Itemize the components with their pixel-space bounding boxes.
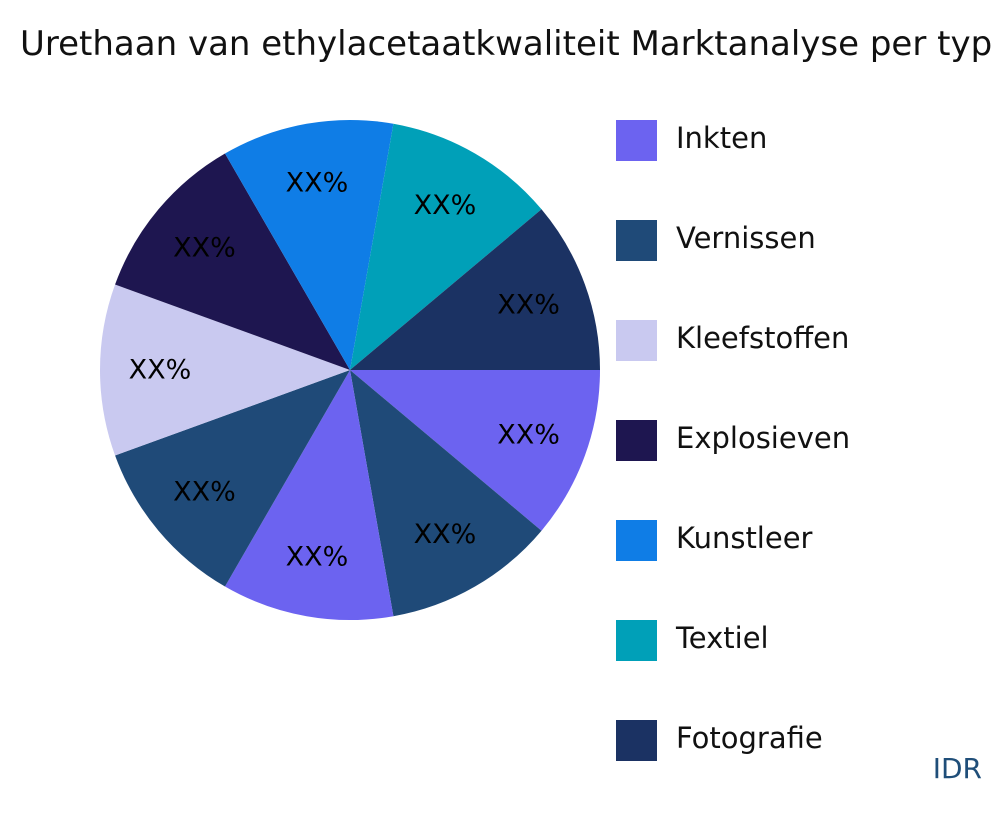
pie-slice-label-2: XX% — [414, 519, 477, 550]
pie-slice-9 — [350, 209, 600, 370]
chart-title: Urethaan van ethylacetaatkwaliteit Markt… — [20, 24, 993, 64]
pie-slice-label-4: XX% — [173, 477, 236, 508]
legend-swatch — [616, 220, 657, 261]
legend-label: Inkten — [676, 121, 768, 155]
pie-slice-7 — [225, 120, 394, 371]
pie-chart: XX% XX% XX% XX% XX% XX% XX% XX% XX% — [99, 120, 600, 621]
watermark-logo: IDR — [932, 752, 982, 785]
legend-swatch — [616, 620, 657, 661]
pie-slice-label-3: XX% — [286, 542, 349, 573]
pie-slice-1 — [350, 370, 600, 531]
legend-swatch — [616, 120, 657, 161]
pie-slice-8 — [350, 123, 542, 370]
pie-slice-2 — [350, 370, 542, 617]
legend-swatch — [616, 420, 657, 461]
pie-slice-5 — [99, 284, 350, 456]
legend-label: Kunstleer — [676, 521, 813, 555]
pie-slice-4 — [115, 370, 350, 587]
pie-slice-label-7: XX% — [286, 167, 349, 198]
pie-slice-label-6: XX% — [173, 232, 236, 263]
legend-swatch — [616, 520, 657, 561]
legend-swatch — [616, 720, 657, 761]
legend-label: Kleefstoffen — [676, 321, 850, 355]
pie-slice-3 — [225, 370, 394, 621]
legend-swatch — [616, 320, 657, 361]
legend-label: Fotografie — [676, 721, 823, 755]
legend-label: Explosieven — [676, 421, 851, 455]
pie-slice-label-9: XX% — [497, 290, 560, 321]
pie-slice-label-5: XX% — [129, 355, 192, 386]
pie-slice-label-1: XX% — [497, 419, 560, 450]
legend-label: Textiel — [676, 621, 769, 655]
pie-slice-6 — [115, 153, 350, 370]
legend-label: Vernissen — [676, 221, 816, 255]
pie-slice-label-8: XX% — [414, 190, 477, 221]
